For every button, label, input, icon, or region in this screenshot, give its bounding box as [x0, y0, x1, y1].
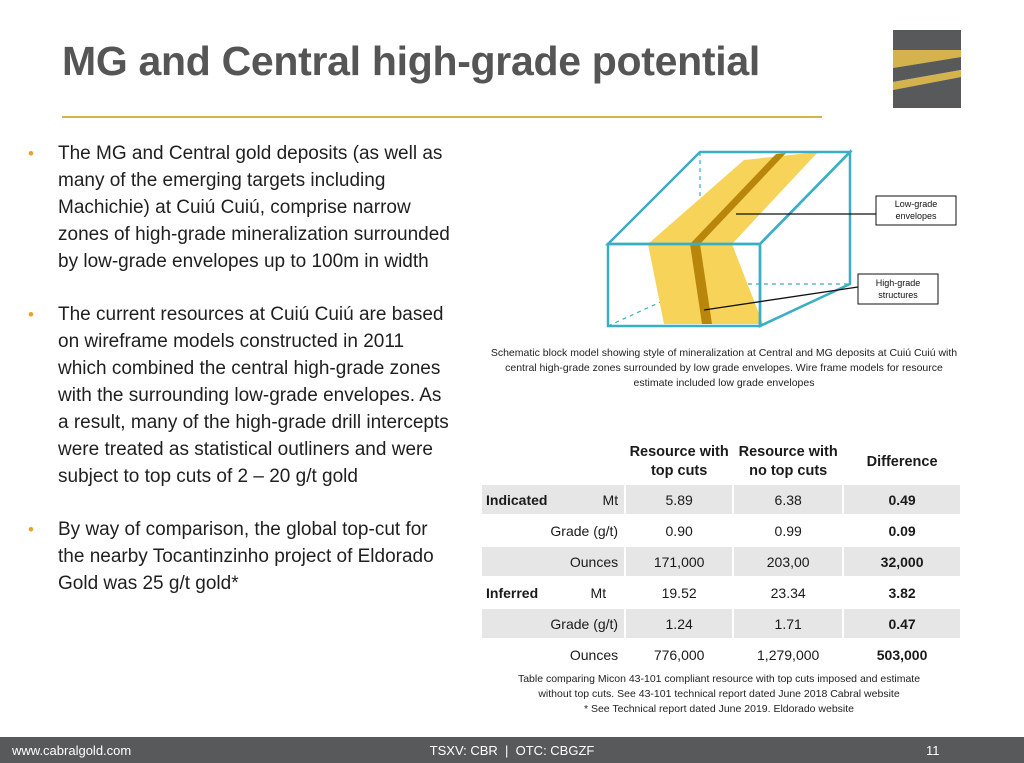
low-grade-label-box [875, 195, 957, 226]
high-grade-structure [690, 153, 786, 324]
cell-no-top-cuts: 203,00 [734, 547, 843, 576]
cell-no-top-cuts: 0.99 [774, 522, 802, 539]
row-label: Ounces [482, 547, 625, 576]
row-label: Ounces [569, 646, 619, 663]
cell-difference: 0.49 [844, 485, 960, 514]
cell-no-top-cuts: 23.34 [770, 584, 806, 601]
cell-difference: 0.09 [888, 522, 916, 539]
cell-difference: 503,000 [876, 646, 928, 663]
high-grade-label: structures [878, 290, 918, 300]
block-right-face [758, 148, 852, 328]
cell-top-cuts: 5.89 [626, 485, 733, 514]
footer-ticker: TSXV: CBR | OTC: CBGZF [429, 743, 595, 758]
bullet-item: • The current resources at Cuiú Cuiú are … [22, 301, 452, 490]
table-header-difference: Difference [866, 453, 938, 470]
high-grade-label: High-grade [876, 278, 921, 288]
cell-no-top-cuts: 1.71 [734, 609, 843, 638]
hidden-edge [607, 283, 701, 327]
row-label: Inferred Mt [486, 584, 607, 601]
table-header-row: Resource with top cuts Resource with no … [482, 443, 960, 483]
table-row: Ounces 171,000 203,00 32,000 [482, 547, 960, 576]
low-grade-label: Low-grade [895, 199, 938, 209]
resource-table: Resource with top cuts Resource with no … [480, 441, 962, 671]
cell-top-cuts: 19.52 [661, 584, 697, 601]
bullet-list: • The MG and Central gold deposits (as we… [22, 140, 452, 623]
footer-bar: www.cabralgold.com TSXV: CBR | OTC: CBGZ… [0, 737, 1024, 763]
low-grade-label: envelopes [895, 211, 937, 221]
row-label: Grade (g/t) [550, 522, 619, 539]
table-header-no-top-cuts: Resource with no top cuts [738, 444, 838, 479]
table-header-top-cuts: Resource with top cuts [629, 444, 729, 479]
footer-website: www.cabralgold.com [12, 743, 132, 758]
table-row: Ounces 776,000 1,279,000 503,000 [482, 640, 960, 669]
block-model-diagram: Low-grade envelopes High-grade structure… [604, 148, 957, 328]
cell-no-top-cuts: 1,279,000 [757, 646, 820, 663]
bullet-icon: • [28, 144, 34, 163]
row-label: Grade (g/t) [482, 609, 625, 638]
bullet-item: • By way of comparison, the global top-cu… [22, 516, 452, 597]
cell-top-cuts: 0.90 [665, 522, 693, 539]
diagram-caption: Schematic block model showing style of m… [490, 347, 958, 389]
page-number: 11 [926, 743, 940, 758]
table-row: Grade (g/t) 0.90 0.99 0.09 [482, 516, 960, 545]
cell-no-top-cuts: 6.38 [734, 485, 843, 514]
high-grade-leader [703, 286, 859, 311]
row-label: Indicated Mt [482, 485, 625, 514]
table-caption: Table comparing Micon 43-101 compliant r… [517, 673, 921, 715]
cell-difference: 0.47 [844, 609, 960, 638]
table-row: Indicated Mt 5.89 6.38 0.49 [482, 485, 960, 514]
slide-title: MG and Central high-grade potential [62, 38, 760, 84]
cell-top-cuts: 1.24 [626, 609, 733, 638]
table-row: Grade (g/t) 1.24 1.71 0.47 [482, 609, 960, 638]
bullet-icon: • [28, 305, 34, 324]
cell-difference: 3.82 [888, 584, 916, 601]
bullet-item: • The MG and Central gold deposits (as we… [22, 140, 452, 275]
low-grade-envelope [648, 152, 818, 324]
bullet-icon: • [28, 520, 34, 539]
title-underline [62, 116, 822, 118]
cell-difference: 32,000 [844, 547, 960, 576]
high-grade-label-box [857, 273, 939, 305]
table-header-empty [482, 443, 624, 483]
cabral-logo-icon [893, 30, 961, 108]
cell-top-cuts: 171,000 [626, 547, 733, 576]
cell-top-cuts: 776,000 [653, 646, 705, 663]
table-row: Inferred Mt 19.52 23.34 3.82 [482, 578, 960, 607]
